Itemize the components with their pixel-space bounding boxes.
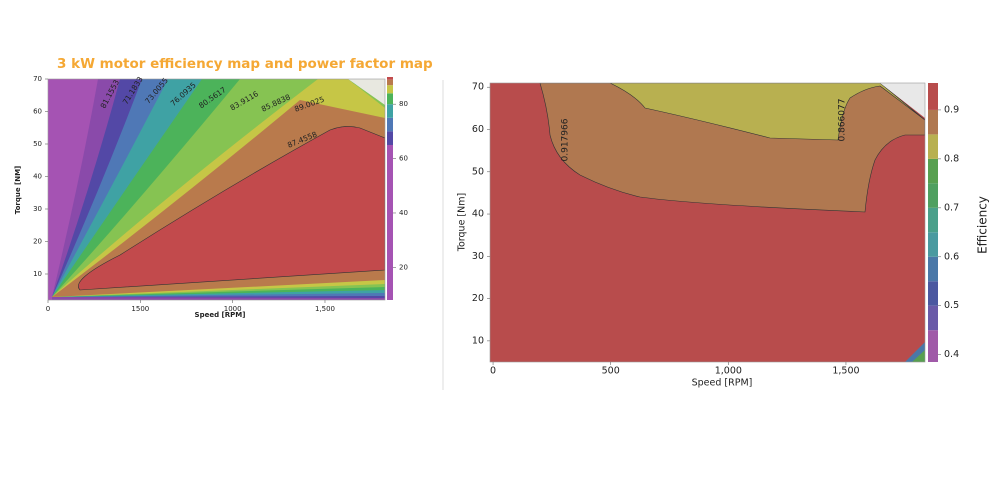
x-tick-label: 1,500 — [315, 305, 335, 313]
no-data — [880, 83, 925, 118]
x-tick-label: 1,500 — [832, 366, 859, 377]
plot-frame — [47, 78, 386, 301]
contour-region — [78, 126, 385, 291]
y-tick-label: 40 — [33, 173, 42, 181]
y-tick-label: 40 — [472, 209, 484, 220]
colorbar-tick-label: 0.8 — [944, 153, 959, 164]
colorbar-segment — [387, 131, 393, 145]
contour-map — [490, 83, 925, 362]
colorbar-segment — [928, 109, 938, 135]
contour-map — [48, 79, 385, 300]
contour-label: 0.917966 — [561, 118, 571, 161]
colorbar-segment — [387, 79, 393, 86]
colorbar-segment — [928, 330, 938, 362]
colorbar-tick-label: 0.5 — [944, 300, 959, 311]
x-tick-label: 0 — [46, 305, 50, 313]
colorbar-segment — [928, 83, 938, 110]
colorbar-segment — [928, 281, 938, 306]
y-axis-label: Torque [NM] — [14, 166, 22, 215]
y-tick-label: 70 — [33, 75, 42, 83]
contour-region — [912, 350, 925, 362]
colorbar-segment — [928, 232, 938, 257]
x-tick-label: 1000 — [224, 305, 242, 313]
colorbar-tick-label: 0.7 — [944, 202, 959, 213]
colorbar-tick-label: 20 — [399, 263, 408, 271]
colorbar-segment — [387, 144, 393, 300]
y-tick-label: 10 — [472, 335, 484, 346]
x-tick-label: 500 — [602, 366, 620, 377]
colorbar-segment — [387, 85, 393, 94]
plot-frame — [489, 82, 926, 363]
colorbar-segment — [928, 207, 938, 233]
y-tick-label: 20 — [33, 238, 42, 246]
y-tick-label: 30 — [33, 205, 42, 213]
colorbar-tick-label: 0.6 — [944, 251, 959, 262]
colorbar-segment — [928, 134, 938, 159]
y-tick-label: 10 — [33, 270, 42, 278]
y-tick-label: 60 — [472, 124, 484, 135]
y-tick-label: 30 — [472, 251, 484, 262]
colorbar-label: Efficiency — [976, 196, 990, 254]
colorbar-tick-label: 80 — [399, 100, 408, 108]
y-tick-label: 50 — [472, 166, 484, 177]
x-axis-label: Speed [RPM] — [195, 311, 246, 319]
y-axis-label: Torque [Nm] — [457, 193, 468, 252]
colorbar-segment — [387, 77, 393, 80]
colorbar-tick-label: 40 — [399, 209, 408, 217]
colorbar-segment — [928, 256, 938, 282]
colorbar-segment — [928, 305, 938, 331]
y-tick-label: 70 — [472, 82, 484, 93]
colorbar-tick-label: 0.9 — [944, 104, 959, 115]
contour-label: 0.866077 — [838, 99, 848, 142]
x-tick-label: 1500 — [131, 305, 149, 313]
colorbar-segment — [928, 158, 938, 184]
colorbar-segment — [387, 93, 393, 105]
no-data — [348, 79, 385, 105]
x-tick-label: 0 — [490, 366, 496, 377]
colorbar-tick-label: 0.4 — [944, 349, 959, 360]
y-tick-label: 60 — [33, 108, 42, 116]
x-tick-label: 1,000 — [715, 366, 742, 377]
colorbar-tick-label: 60 — [399, 155, 408, 163]
y-tick-label: 50 — [33, 140, 42, 148]
page-title: 3 kW motor efficiency map and power fact… — [57, 56, 433, 72]
x-axis-label: Speed [RPM] — [692, 378, 753, 389]
colorbar-segment — [928, 183, 938, 208]
colorbar-segment — [387, 117, 393, 132]
contour-region — [609, 83, 925, 141]
y-tick-label: 20 — [472, 293, 484, 304]
colorbar-segment — [387, 104, 393, 118]
